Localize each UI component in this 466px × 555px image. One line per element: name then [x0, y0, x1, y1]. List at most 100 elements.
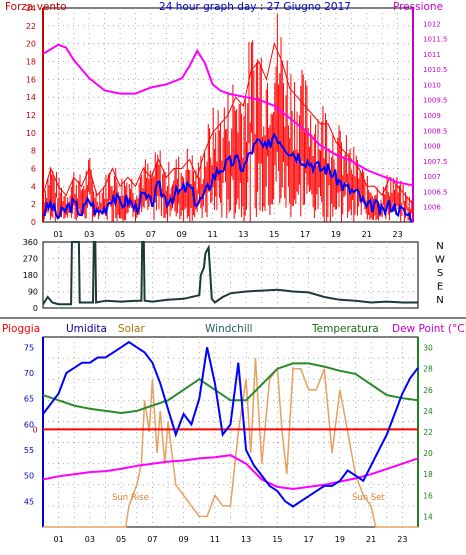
- temperature-tick-label: 28: [423, 365, 433, 374]
- x-tick-label-bottom: 11: [210, 535, 220, 544]
- compass-label: N: [436, 295, 443, 306]
- direction-tick-label: 360: [23, 238, 38, 247]
- humidity-tick-label: 55: [24, 446, 34, 455]
- right-tick-label: 1008: [423, 143, 441, 151]
- dewpoint-series: [42, 454, 419, 491]
- x-tick-label-bottom: 23: [397, 535, 407, 544]
- compass-label: N: [436, 241, 443, 252]
- temperature-tick-label: 20: [423, 449, 433, 458]
- humidity-tick-label: 70: [24, 369, 34, 378]
- x-tick-label: 09: [177, 230, 187, 239]
- wind-direction-series: [42, 241, 418, 306]
- right-tick-label: 1009: [423, 112, 441, 120]
- compass-label: S: [437, 268, 443, 279]
- left-tick-label: 4: [31, 182, 36, 191]
- x-tick-label-bottom: 15: [272, 535, 282, 544]
- left-tick-label: 2: [31, 200, 36, 209]
- x-tick-label: 15: [269, 230, 279, 239]
- rain-zero-tick: 0: [32, 425, 37, 434]
- x-tick-label: 13: [238, 230, 248, 239]
- right-tick-label: 1010.5: [423, 66, 448, 74]
- temperature-tick-label: 24: [423, 407, 433, 416]
- left-tick-label: 24: [26, 4, 36, 13]
- x-tick-label: 03: [84, 230, 94, 239]
- right-tick-label: 1006.5: [423, 188, 448, 196]
- right-tick-label: 1007: [423, 173, 441, 181]
- temperature-tick-label: 26: [423, 386, 433, 395]
- chart-title: 24 hour graph day : 27 Giugno 2017: [159, 1, 351, 13]
- right-axis-label: Pressione: [393, 1, 443, 13]
- right-tick-label: 1007.5: [423, 158, 448, 166]
- legend-entry: Dew Point (°C): [392, 323, 466, 335]
- left-axis-label: Forza vento: [5, 1, 67, 13]
- temperature-tick-label: 16: [423, 491, 433, 500]
- right-tick-label: 1006: [423, 204, 441, 212]
- x-tick-label-bottom: 19: [335, 535, 345, 544]
- left-tick-label: 16: [26, 75, 36, 84]
- humidity-tick-label: 75: [24, 343, 34, 352]
- legend-entry: Temperatura: [311, 323, 379, 335]
- x-tick-label-bottom: 03: [85, 535, 95, 544]
- temperature-series: [42, 362, 419, 415]
- left-tick-label: 20: [26, 40, 36, 49]
- humidity-tick-label: 60: [24, 420, 34, 429]
- x-tick-label-bottom: 05: [116, 535, 126, 544]
- right-tick-label: 1010: [423, 81, 441, 89]
- x-tick-label-bottom: 13: [241, 535, 251, 544]
- left-tick-label: 22: [26, 22, 36, 31]
- temperature-tick-label: 18: [423, 470, 433, 479]
- x-tick-label-bottom: 09: [179, 535, 189, 544]
- sun-set-label: Sun Set: [352, 493, 385, 503]
- x-tick-label-bottom: 01: [54, 535, 64, 544]
- left-tick-label: 14: [26, 93, 36, 102]
- direction-tick-label: 90: [28, 288, 38, 297]
- x-tick-label-bottom: 21: [366, 535, 376, 544]
- humidity-tick-label: 45: [24, 497, 34, 506]
- right-tick-label: 1009.5: [423, 97, 448, 105]
- humidity-tick-label: 50: [24, 472, 34, 481]
- humidity-tick-label: 65: [24, 395, 34, 404]
- temperature-tick-label: 14: [423, 512, 433, 521]
- legend-entry: Windchill: [205, 323, 253, 335]
- left-tick-label: 6: [31, 165, 36, 174]
- right-tick-label: 1011.5: [423, 36, 448, 44]
- x-tick-label: 07: [146, 230, 156, 239]
- left-tick-label: 0: [31, 218, 36, 227]
- x-tick-label-bottom: 17: [304, 535, 314, 544]
- gust-series: [42, 13, 414, 222]
- sun-rise-label: Sun Rise: [112, 493, 149, 503]
- direction-tick-label: 180: [23, 271, 38, 280]
- left-tick-label: 10: [26, 129, 36, 138]
- x-tick-label: 11: [207, 230, 217, 239]
- x-tick-label: 01: [53, 230, 63, 239]
- temperature-tick-label: 22: [423, 428, 433, 437]
- compass-label: E: [437, 282, 443, 293]
- temperature-tick-label: 30: [423, 344, 433, 353]
- x-tick-label: 23: [392, 230, 402, 239]
- direction-tick-label: 270: [23, 255, 38, 264]
- pressure-series: [42, 43, 414, 187]
- compass-label: W: [435, 255, 445, 266]
- wind-series: [42, 132, 413, 223]
- legend-entry: Solar: [118, 323, 145, 335]
- legend-entry: Umidita: [66, 323, 107, 335]
- left-tick-label: 8: [31, 147, 36, 156]
- gust-line: [42, 42, 414, 205]
- x-tick-label-bottom: 07: [147, 535, 157, 544]
- panel2-grid: [43, 242, 418, 308]
- right-tick-label: 1012: [423, 20, 441, 28]
- left-tick-label: 18: [26, 58, 36, 67]
- x-tick-label: 19: [331, 230, 341, 239]
- panel2-frame: [42, 241, 419, 309]
- legend-entry: Pioggia: [2, 323, 40, 335]
- right-tick-label: 1011: [423, 51, 441, 59]
- x-tick-label: 17: [300, 230, 310, 239]
- direction-tick-label: 0: [33, 304, 38, 313]
- right-tick-label: 1008.5: [423, 127, 448, 135]
- x-tick-label: 05: [115, 230, 125, 239]
- humidity-series: [42, 340, 419, 508]
- left-tick-label: 12: [26, 111, 36, 120]
- x-tick-label: 21: [362, 230, 372, 239]
